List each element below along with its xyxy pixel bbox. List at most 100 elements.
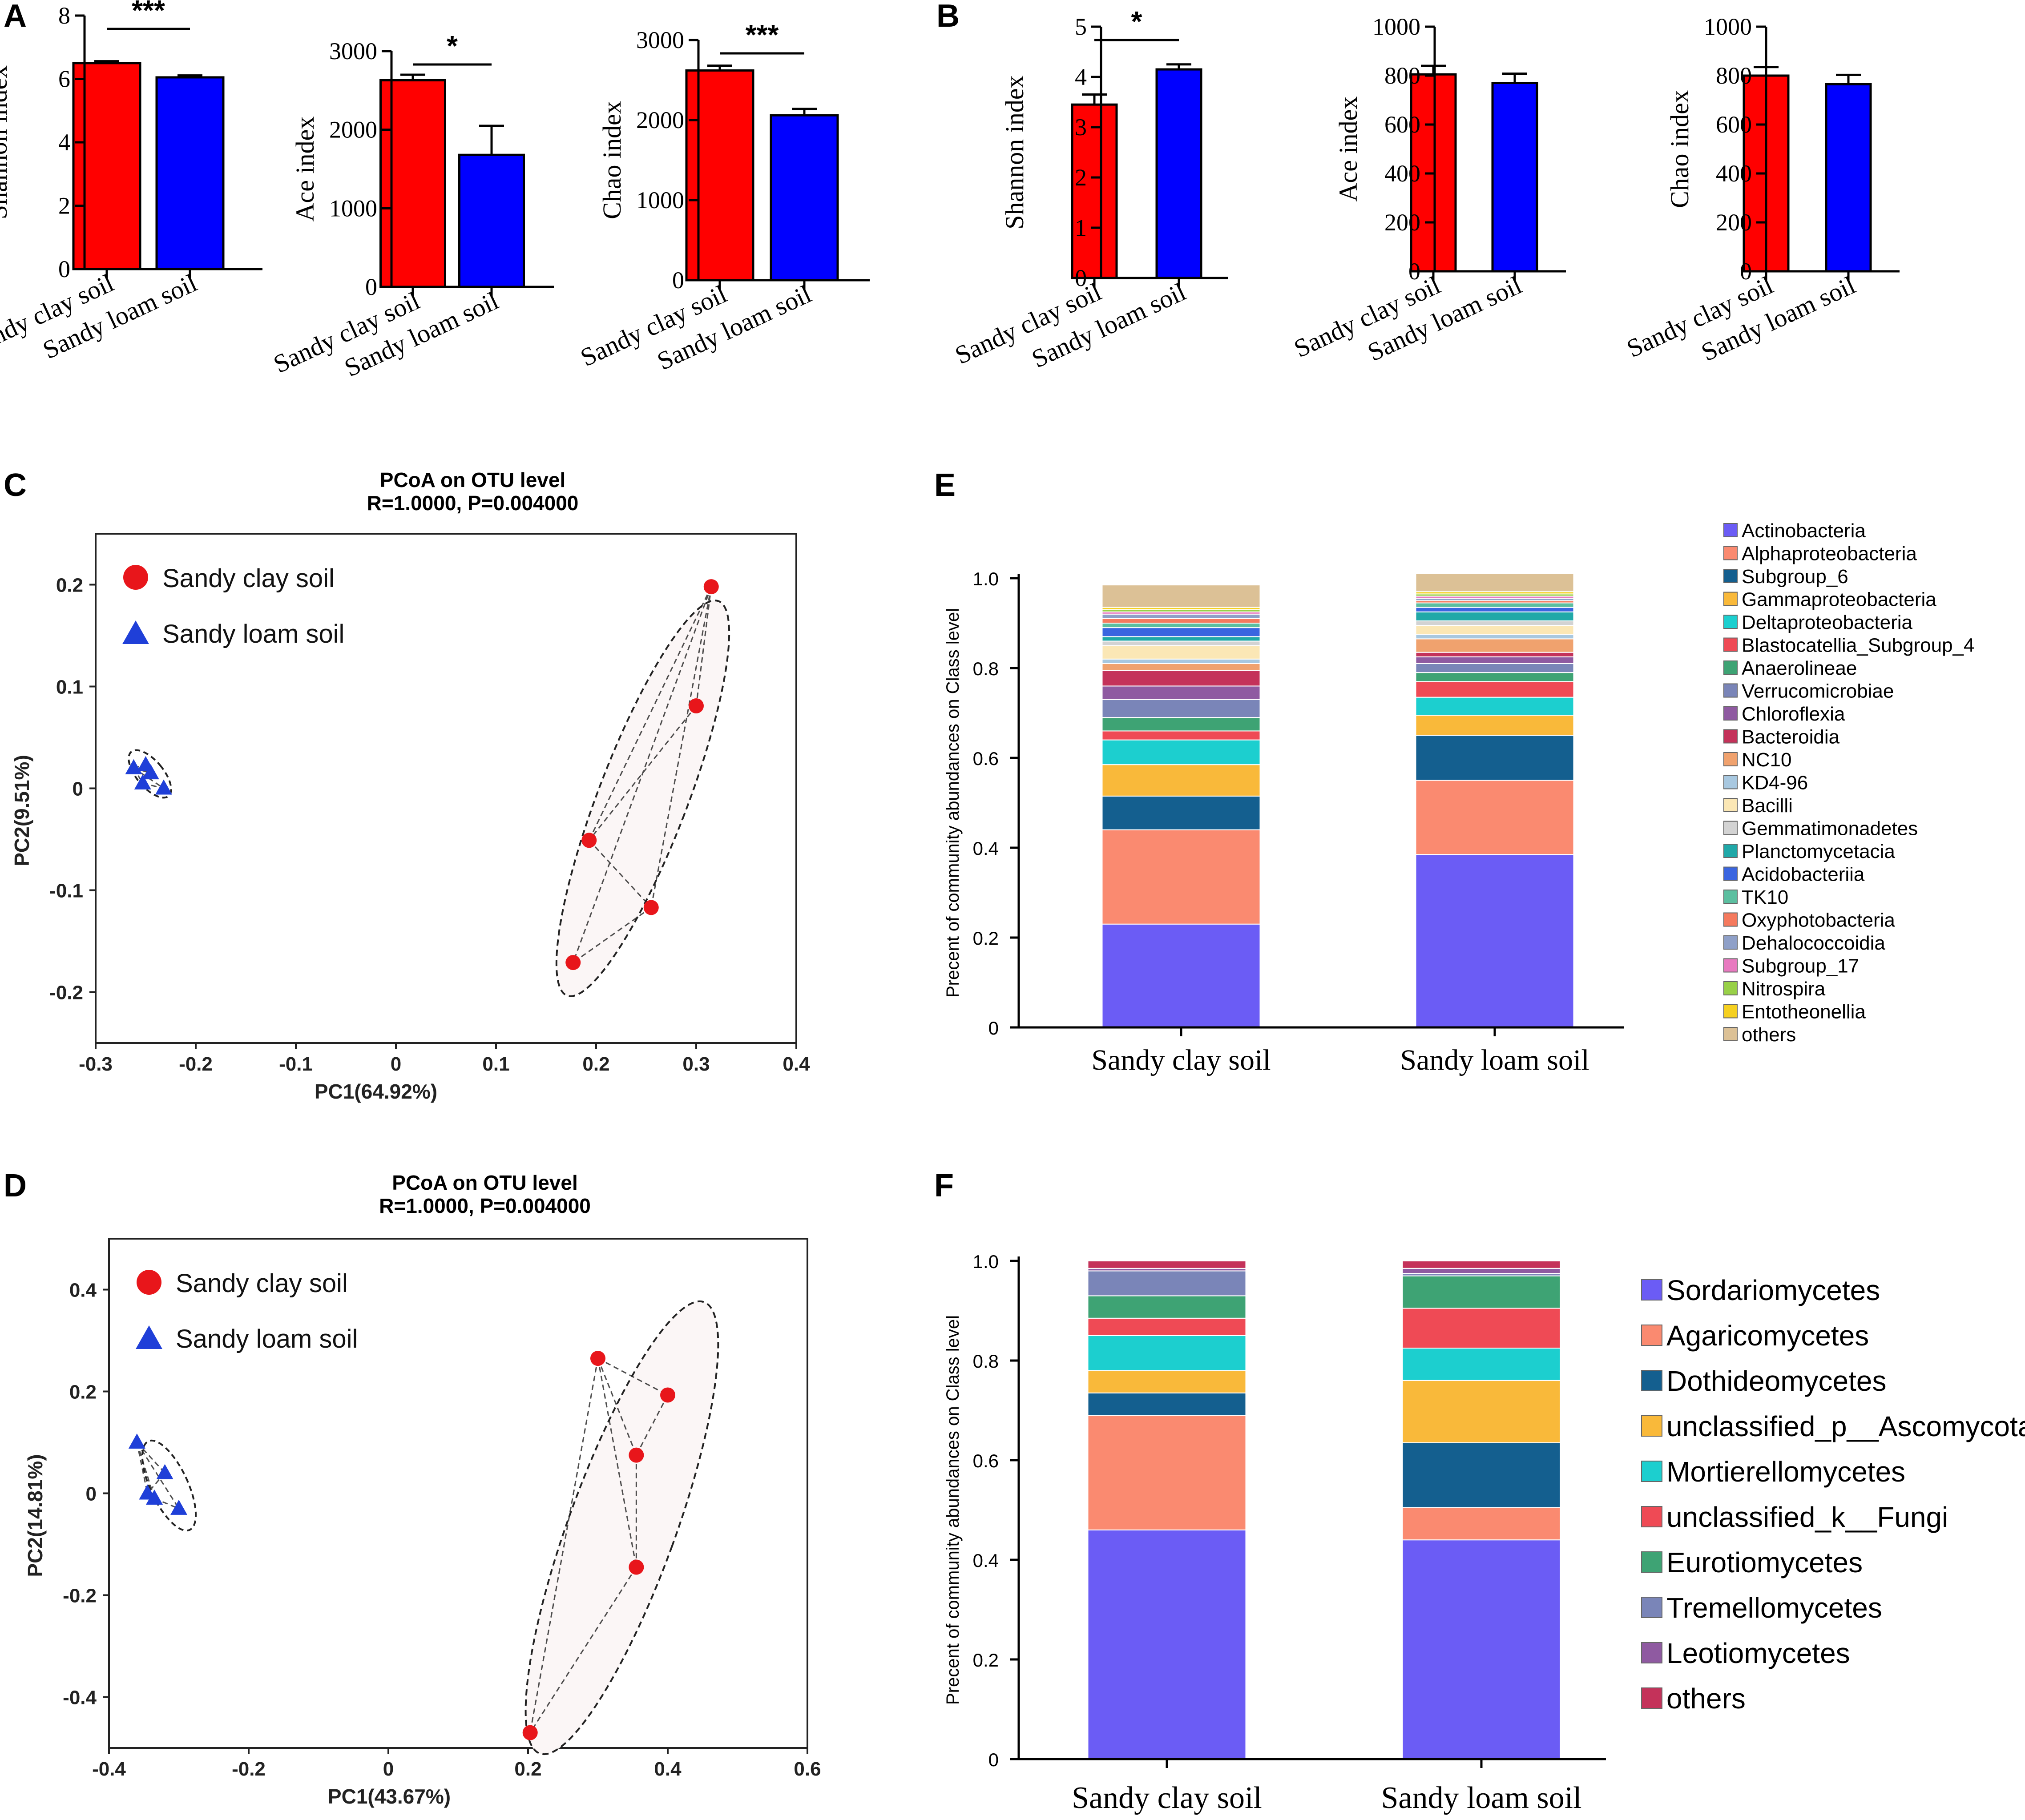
panel-label-f: F	[934, 1168, 954, 1204]
y-tick-label: 800	[1384, 62, 1420, 89]
x-tick-label: 0.4	[654, 1758, 682, 1780]
stacked-segment	[1415, 672, 1574, 682]
y-tick-label: 0	[988, 1749, 999, 1770]
stacked-segment	[1415, 625, 1574, 635]
x-category-label: Sandy clay soil	[1091, 1044, 1271, 1076]
y-tick-label: 600	[1716, 111, 1752, 138]
x-tick-label: 0.6	[794, 1758, 821, 1780]
legend-swatch	[1723, 1027, 1738, 1041]
significance-marker: *	[1131, 5, 1142, 37]
y-axis-label: PC2(9.51%)	[10, 755, 33, 866]
stacked-segment	[1101, 627, 1261, 637]
legend-swatch	[1723, 935, 1738, 950]
stacked-segment	[1415, 611, 1574, 621]
legend-swatch	[1723, 752, 1738, 766]
legend-label: Tremellomycetes	[1666, 1592, 1882, 1624]
stacked-segment	[1101, 739, 1261, 765]
y-tick-label: 2000	[636, 107, 684, 133]
confidence-ellipse	[555, 600, 730, 997]
stacked-segment	[1402, 1275, 1561, 1309]
stacked-segment	[1087, 1317, 1246, 1337]
x-axis-label: PC1(64.92%)	[315, 1080, 437, 1103]
y-tick-label: 200	[1716, 209, 1752, 236]
stacked-segment	[1087, 1415, 1246, 1530]
stacked-segment	[1087, 1270, 1246, 1297]
data-point-sandy-loam	[170, 1499, 187, 1515]
stacked-bar-chart-f: 0 0.2 0.4 0.6 0.8 1.0 Sandy clay soil Sandy loa…	[943, 1251, 2025, 1815]
stacked-segment	[1101, 795, 1261, 830]
legend-swatch	[1723, 592, 1738, 606]
x-tick-label: 0	[391, 1053, 401, 1075]
stacked-segment	[1402, 1348, 1561, 1381]
legend-label: Acidobacteriia	[1742, 863, 1865, 885]
chart-title: PCoA on OTU level	[380, 468, 565, 491]
legend-label: TK10	[1742, 886, 1788, 908]
y-tick-label: 0.2	[973, 928, 999, 949]
y-tick-label: 400	[1384, 160, 1420, 187]
y-tick-label: 600	[1384, 111, 1420, 138]
legend-label: Subgroup_6	[1742, 566, 1848, 588]
y-tick-label: 4	[58, 129, 70, 156]
stacked-segment	[1402, 1268, 1561, 1274]
legend-label: Mortierellomycetes	[1666, 1456, 1905, 1488]
data-point-sandy-clay	[703, 579, 719, 595]
y-tick-label: 0.4	[973, 838, 999, 859]
y-axis-label: Precent of community abundances on Class…	[943, 1315, 963, 1705]
y-axis-label: Ace index	[1334, 97, 1363, 202]
stacked-segment	[1101, 663, 1261, 671]
legend-swatch	[1641, 1551, 1662, 1573]
stacked-segment	[1101, 923, 1261, 1028]
y-tick-label: 4	[1075, 64, 1087, 90]
legend-label: NC10	[1742, 749, 1792, 771]
y-tick-label: 2000	[329, 117, 377, 143]
legend-swatch	[1723, 706, 1738, 721]
legend-label: unclassified_p__Ascomycota	[1666, 1410, 2025, 1442]
stacked-segment	[1402, 1260, 1561, 1269]
y-axis-label: Precent of community abundances on Class…	[943, 608, 963, 998]
y-tick-label: 0.6	[973, 748, 999, 769]
stacked-segment	[1415, 697, 1574, 716]
stacked-segment	[1101, 730, 1261, 741]
chart-title: PCoA on OTU level	[392, 1171, 577, 1194]
data-point-sandy-clay	[660, 1387, 675, 1403]
stacked-segment	[1415, 780, 1574, 855]
y-tick-label: 2	[1075, 164, 1087, 191]
legend-swatch	[1723, 660, 1738, 675]
x-tick-label: 0.4	[783, 1053, 810, 1075]
y-tick-label: 0	[73, 778, 83, 800]
y-tick-label: 0	[672, 267, 684, 294]
legend-swatch	[1641, 1461, 1662, 1482]
y-tick-label: 800	[1716, 62, 1752, 89]
data-point-sandy-clay	[629, 1447, 644, 1463]
confidence-ellipse	[524, 1300, 719, 1756]
data-point-sandy-loam	[128, 1433, 145, 1449]
legend-label: Nitrospira	[1742, 978, 1826, 1000]
stacked-segment	[1101, 670, 1261, 687]
x-tick-label: -0.2	[232, 1758, 266, 1780]
stacked-segment	[1087, 1260, 1246, 1269]
y-tick-label: 1	[1075, 214, 1087, 241]
legend-swatch	[1641, 1687, 1662, 1709]
data-point-sandy-clay	[689, 698, 704, 714]
legend-swatch	[1723, 981, 1738, 995]
stacked-segment	[1087, 1392, 1246, 1416]
legend-swatch	[1723, 546, 1738, 560]
legend-label: Deltaproteobacteria	[1742, 612, 1913, 633]
stacked-segment	[1101, 613, 1261, 619]
y-tick-label: -0.2	[49, 982, 83, 1004]
stacked-segment	[1087, 1529, 1246, 1760]
stacked-segment	[1101, 640, 1261, 646]
y-tick-label: 1000	[1704, 13, 1752, 40]
data-point-sandy-clay	[590, 1351, 605, 1366]
data-point-sandy-loam	[155, 779, 172, 795]
stacked-segment	[1101, 764, 1261, 797]
stacked-segment	[1101, 699, 1261, 718]
y-tick-label: 0.6	[973, 1450, 999, 1471]
significance-marker: ***	[132, 0, 165, 26]
stacked-segment	[1101, 829, 1261, 925]
y-tick-label: 0.2	[69, 1381, 97, 1403]
legend-label: Sordariomycetes	[1666, 1274, 1880, 1306]
x-tick-label: -0.2	[179, 1053, 213, 1075]
